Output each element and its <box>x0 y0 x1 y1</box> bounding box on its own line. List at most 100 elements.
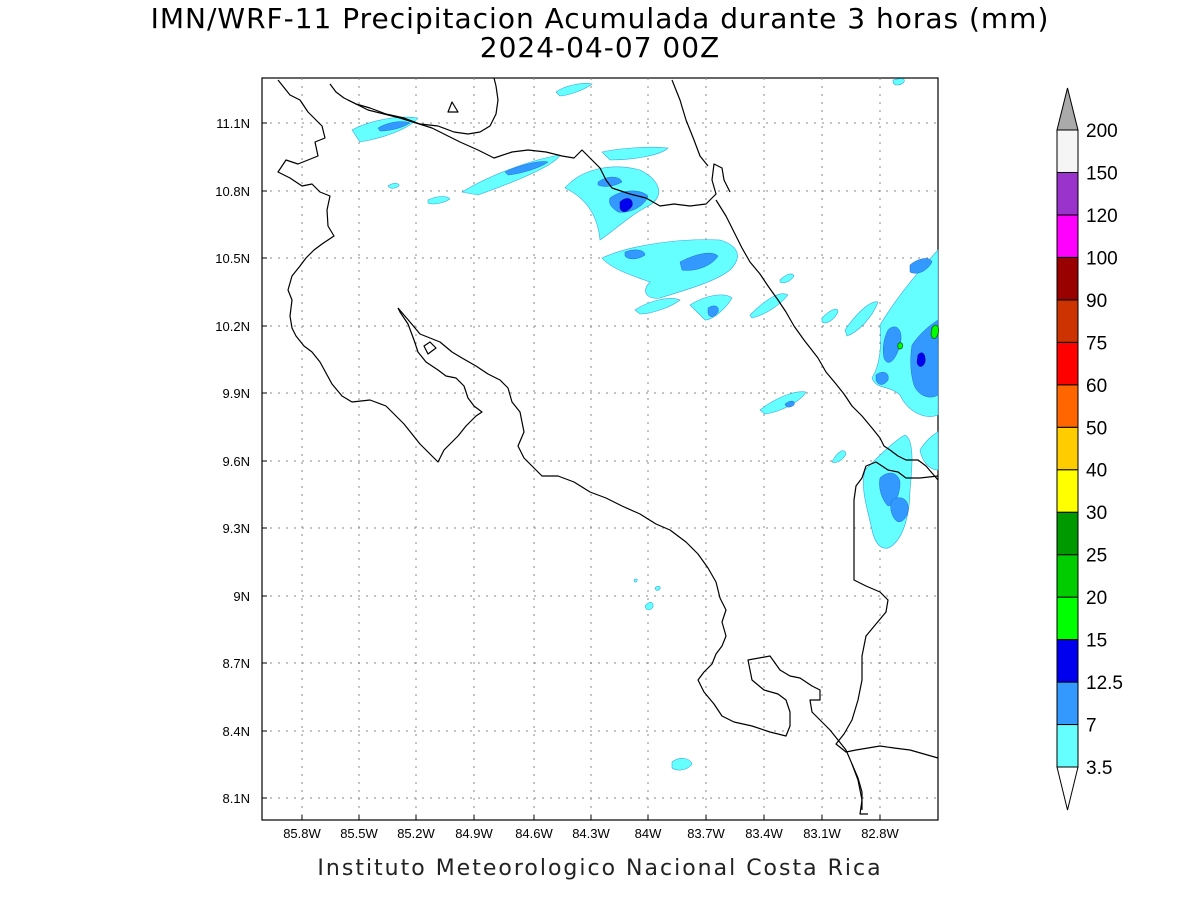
precip-area <box>634 298 681 315</box>
precip-area <box>633 578 638 583</box>
precip-area <box>377 121 411 132</box>
colorbar-bottom-arrow <box>1056 766 1079 811</box>
colorbar-level-label: 3.5 <box>1086 758 1112 779</box>
precip-area <box>619 198 633 212</box>
precip-area <box>821 308 839 324</box>
colorbar-swatch <box>1056 341 1079 386</box>
precip-area <box>844 301 879 337</box>
colorbar-swatch <box>1056 171 1079 216</box>
precip-area <box>601 146 669 161</box>
burica-point <box>851 763 868 815</box>
precip-12.5mm-areas <box>619 198 926 367</box>
precip-7mm-areas <box>377 121 939 523</box>
y-tick-label: 9.9N <box>223 386 250 401</box>
precip-area <box>916 352 926 367</box>
y-tick-label: 8.7N <box>223 656 250 671</box>
colorbar-swatch <box>1056 511 1079 556</box>
colorbar-level-label: 60 <box>1086 376 1107 397</box>
precip-area <box>679 252 719 271</box>
colorbar-swatch <box>1056 256 1079 301</box>
colorbar-level-label: 150 <box>1086 163 1118 184</box>
nicaragua-border <box>347 99 731 207</box>
x-tick-label: 82.8W <box>861 826 899 841</box>
precip-area <box>892 78 905 86</box>
colorbar-swatch <box>1056 554 1079 598</box>
colorbar-level-label: 30 <box>1086 503 1107 524</box>
y-tick-label: 11.1N <box>216 116 250 131</box>
colorbar-swatch <box>1056 596 1079 641</box>
colorbar-level-label: 75 <box>1086 333 1107 354</box>
precip-area <box>624 249 646 260</box>
colorbar-swatch <box>1056 681 1079 726</box>
island-outline <box>423 341 437 355</box>
colorbar-level-label: 7 <box>1086 716 1097 737</box>
colorbar-top-arrow <box>1056 87 1079 131</box>
colorbar-level-label: 40 <box>1086 461 1107 482</box>
colorbar-level-label: 200 <box>1086 121 1118 142</box>
chart-subtitle-date: 2024-04-07 00Z <box>479 31 721 64</box>
x-tick-label: 85.2W <box>397 826 435 841</box>
y-tick-label: 10.8N <box>215 184 250 199</box>
x-tick-label: 85.8W <box>283 826 321 841</box>
x-axis-tick-labels: 85.8W 85.5W 85.2W 84.9W 84.6W 84.3W 84W … <box>283 826 899 841</box>
footer-credit: Instituto Meteorologico Nacional Costa R… <box>317 856 883 881</box>
y-tick-label: 9.3N <box>223 521 250 536</box>
precip-area <box>707 305 719 317</box>
graticule <box>262 78 938 820</box>
chart-title: IMN/WRF-11 Precipitacion Acumulada duran… <box>150 2 1050 35</box>
precip-area <box>597 176 623 187</box>
x-tick-label: 83.4W <box>745 826 783 841</box>
colorbar-level-label: 50 <box>1086 418 1107 439</box>
x-tick-label: 83.1W <box>803 826 841 841</box>
precip-15mm-areas <box>897 324 939 350</box>
y-tick-label: 9N <box>233 589 250 604</box>
colorbar-legend: 3.5 7 12.5 15 20 25 30 40 50 60 75 90 100 120 150 200 <box>1056 87 1123 811</box>
precip-area <box>875 372 889 385</box>
y-tick-label: 9.6N <box>223 454 250 469</box>
y-tick-label: 8.1N <box>223 791 250 806</box>
colorbar-swatch <box>1056 724 1079 768</box>
colorbar-swatch <box>1056 299 1079 343</box>
y-axis-tick-labels: 11.1N 10.8N 10.5N 10.2N 9.9N 9.6N 9.3N 9… <box>215 116 250 806</box>
colorbar-level-label: 90 <box>1086 291 1107 312</box>
precip-area <box>671 758 693 771</box>
precip-area <box>427 196 451 205</box>
colorbar-level-label: 15 <box>1086 631 1107 652</box>
precip-area <box>930 324 939 339</box>
precip-area <box>909 258 933 274</box>
pacific-coast-south <box>397 307 863 810</box>
precip-area <box>882 326 902 363</box>
colorbar-swatch <box>1056 129 1079 173</box>
colorbar-level-label: 25 <box>1086 546 1107 567</box>
colorbar-swatch <box>1056 469 1079 513</box>
precip-area <box>387 183 400 189</box>
y-tick-label: 8.4N <box>223 724 250 739</box>
lake-outline <box>447 101 459 113</box>
precip-area <box>555 83 593 97</box>
colorbar-swatch <box>1056 426 1079 471</box>
panama-border <box>835 461 939 759</box>
precip-area <box>831 450 847 463</box>
precip-area <box>890 497 909 523</box>
x-tick-label: 84W <box>635 826 662 841</box>
x-tick-label: 84.6W <box>515 826 553 841</box>
precip-area <box>779 273 795 284</box>
precip-area <box>919 431 939 471</box>
x-tick-label: 84.3W <box>572 826 610 841</box>
precip-area <box>897 342 904 350</box>
precip-area <box>759 391 807 415</box>
x-axis-ticks <box>301 815 881 820</box>
x-tick-label: 83.7W <box>687 826 725 841</box>
colorbar-level-label: 12.5 <box>1086 673 1123 694</box>
caribbean-coast-south <box>715 199 939 481</box>
precip-area <box>654 585 661 591</box>
pacific-coast-north <box>277 79 483 463</box>
colorbar-swatch <box>1056 214 1079 258</box>
colorbar-swatch <box>1056 639 1079 683</box>
precip-area <box>504 161 549 176</box>
x-tick-label: 85.5W <box>340 826 378 841</box>
y-tick-label: 10.5N <box>215 251 250 266</box>
caribbean-coast-north <box>671 79 709 167</box>
colorbar-level-label: 20 <box>1086 588 1107 609</box>
